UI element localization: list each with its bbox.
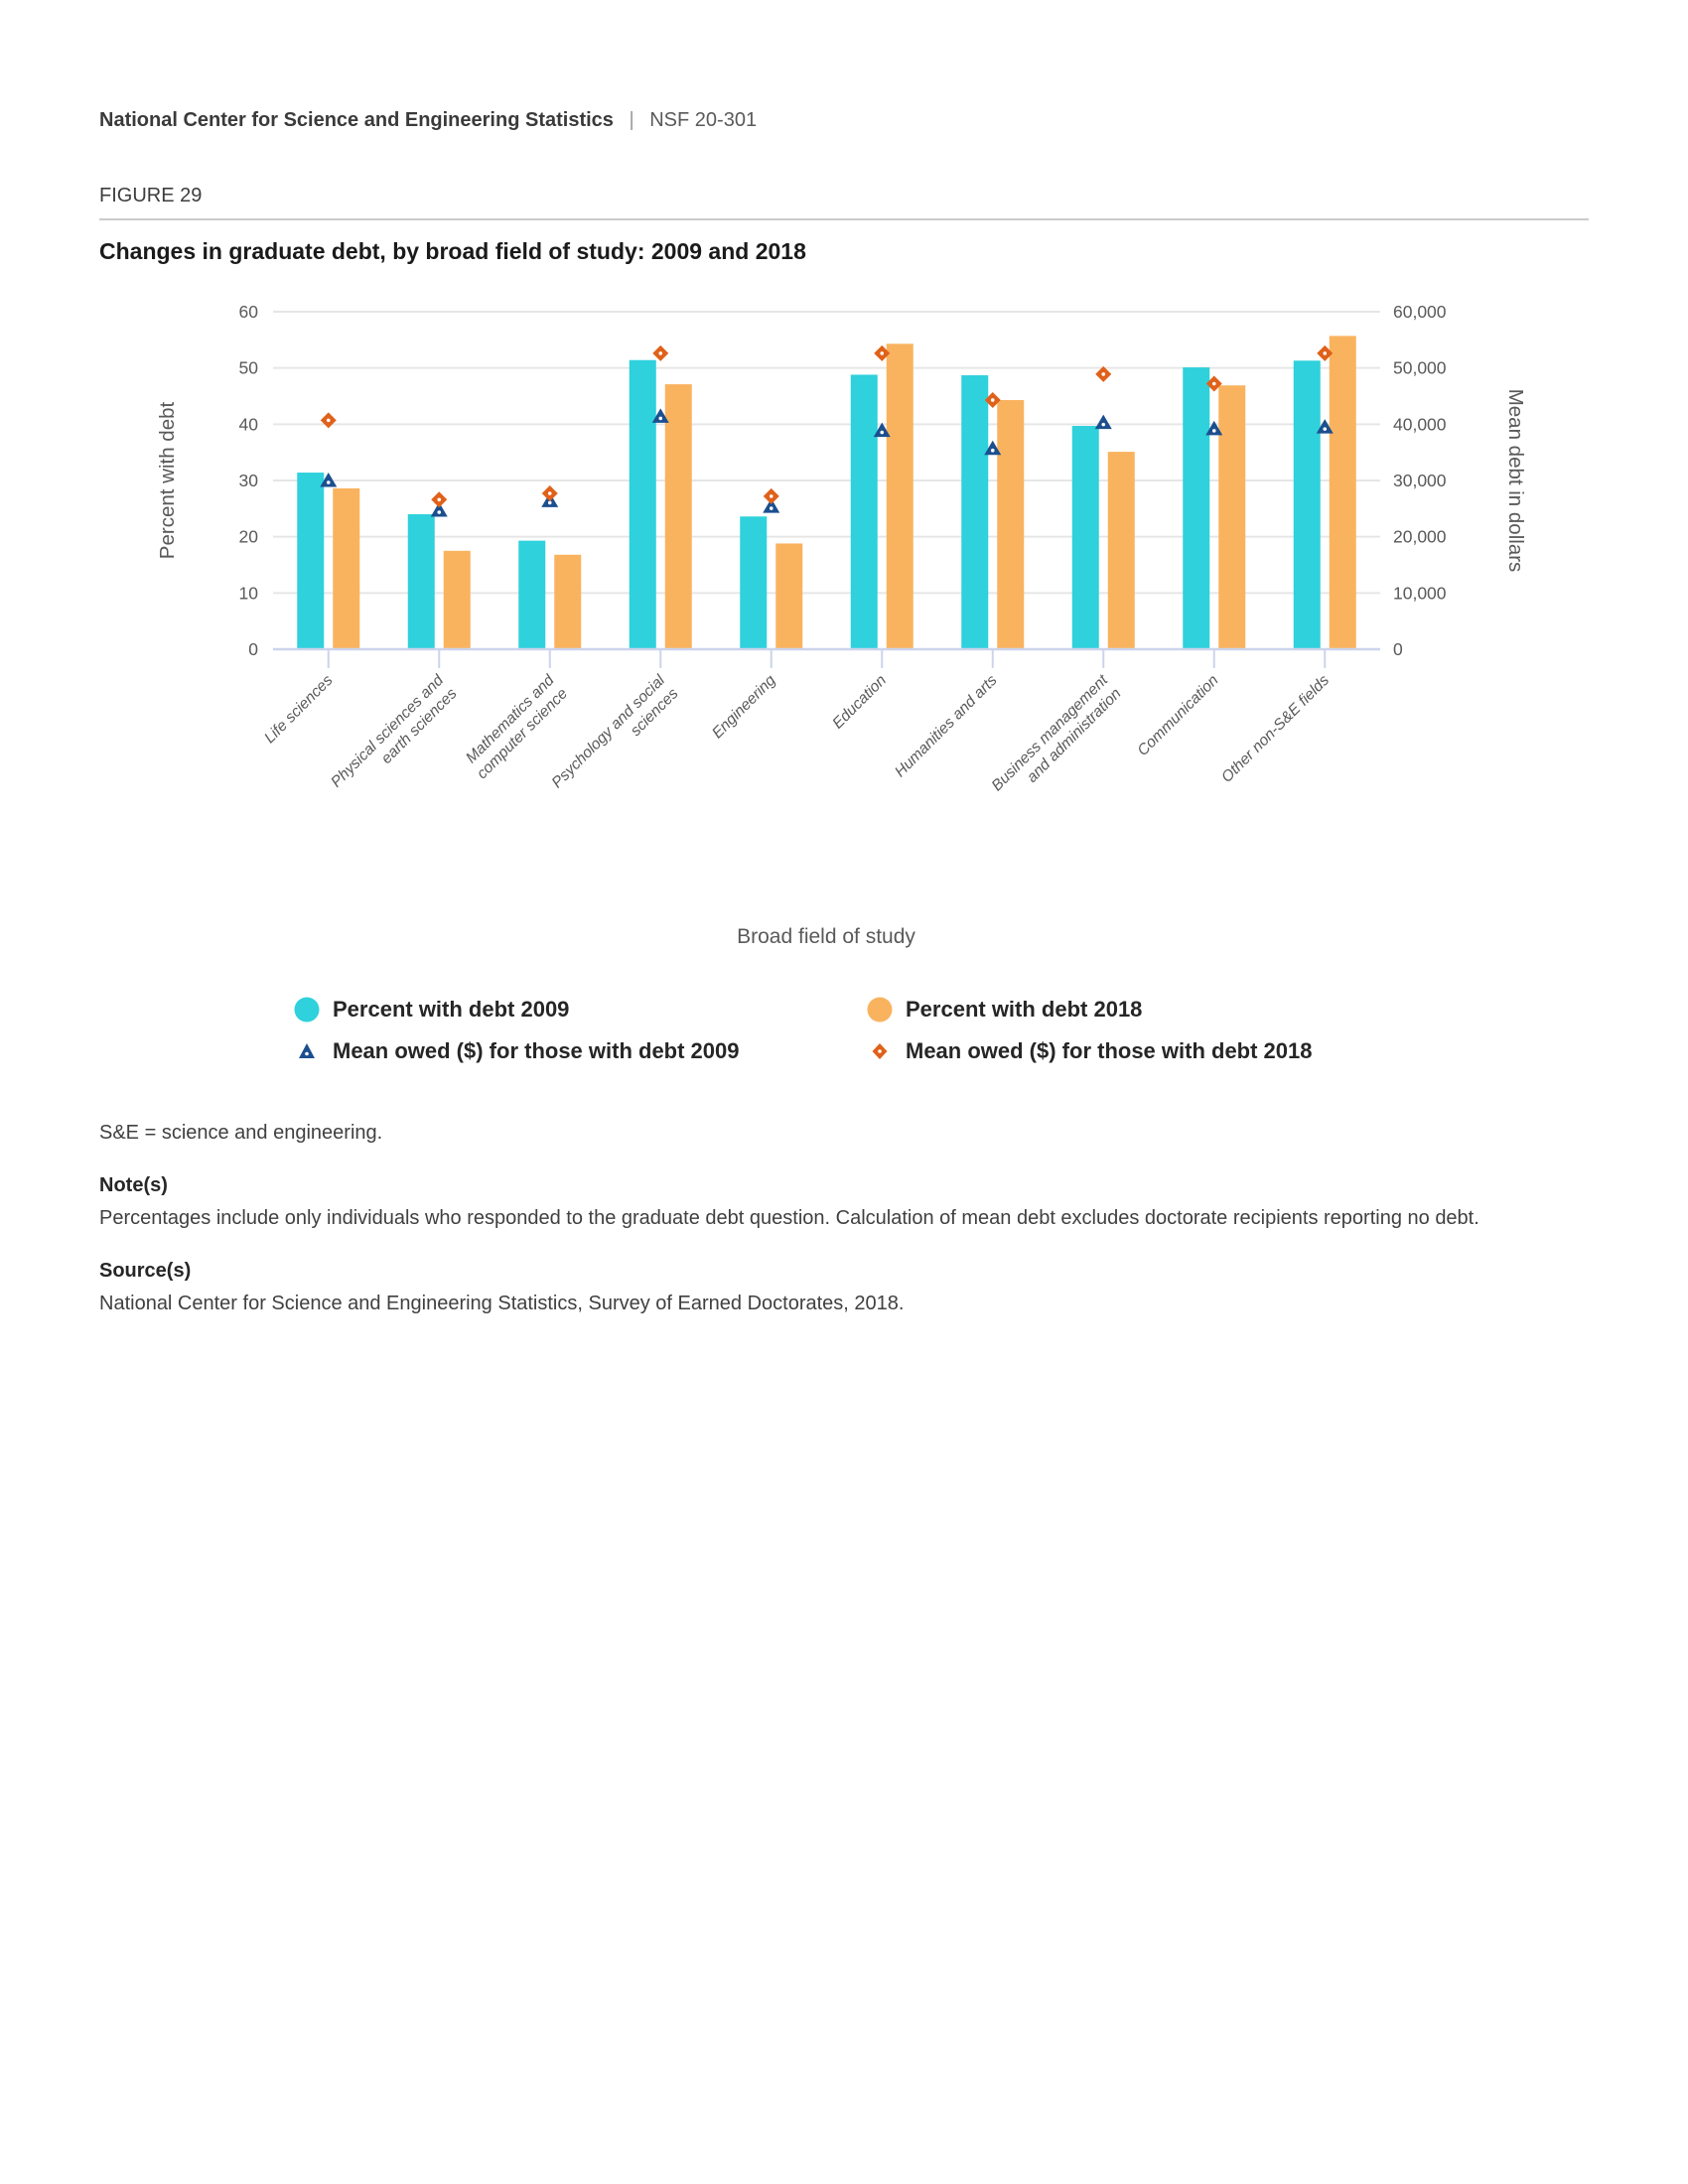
bar-2009-0 [297, 473, 325, 649]
category-label-6: Humanities and arts [892, 672, 1001, 781]
category-label-3: Psychology and socialsciences [549, 671, 682, 804]
chart-area: 0 0 10 10,000 20 20,000 30 30,000 40 40,000 50 50,0… [99, 286, 1589, 971]
bar-2018-4 [775, 543, 803, 649]
bar-2018-0 [333, 487, 360, 649]
abbreviation-note: S&E = science and engineering. [99, 1122, 383, 1144]
right-axis-tick-label: 10,000 [1393, 583, 1447, 603]
category-label-4: Engineering [709, 672, 779, 743]
horizontal-rule [99, 218, 1589, 220]
left-axis-tick-label: 30 [239, 471, 259, 490]
chart-svg: 0 0 10 10,000 20 20,000 30 30,000 40 40,000 50 50,0… [156, 302, 1527, 948]
bar-2009-5 [850, 374, 878, 649]
diamond-marker-5 [874, 344, 891, 361]
triangle-marker-3 [651, 408, 669, 423]
diamond-marker-6 [984, 391, 1001, 408]
header-divider: | [629, 109, 634, 131]
left-axis-tick-label: 10 [239, 583, 259, 603]
diamond-marker-7 [1095, 365, 1112, 382]
left-axis-tick-label: 60 [239, 302, 259, 322]
category-label-7: Business managementand administration [989, 671, 1125, 807]
category-label-9: Other non-S&E fields [1218, 672, 1333, 786]
right-axis-tick-label: 50,000 [1393, 358, 1447, 378]
diamond-marker-2 [541, 485, 558, 502]
left-axis-tick-label: 50 [239, 358, 259, 378]
right-axis-title: Mean debt in dollars [1504, 389, 1527, 573]
triangle-marker-0 [320, 473, 338, 487]
bar-2018-2 [554, 554, 582, 649]
report-header: National Center for Science and Engineer… [99, 109, 757, 132]
triangle-marker-6 [984, 440, 1002, 456]
left-axis-tick-label: 40 [239, 414, 259, 434]
orange-diamond-icon [872, 1043, 888, 1059]
bar-2009-8 [1183, 367, 1210, 649]
bar-2009-9 [1293, 360, 1321, 649]
bar-2009-2 [518, 540, 546, 649]
notes-text: Percentages include only individuals who… [99, 1207, 1479, 1229]
bar-2018-5 [886, 343, 914, 649]
bar-2018-9 [1329, 336, 1356, 649]
diamond-marker-8 [1205, 375, 1222, 392]
triangle-marker-8 [1205, 420, 1223, 436]
cyan-circle-icon [294, 997, 320, 1023]
bar-2018-6 [997, 399, 1025, 649]
sources-text: National Center for Science and Engineer… [99, 1293, 905, 1314]
diamond-marker-1 [431, 491, 448, 508]
bar-2009-6 [961, 375, 989, 649]
legend-label: Percent with debt 2018 [906, 997, 1143, 1022]
category-label-5: Education [829, 672, 890, 733]
figure-title: Changes in graduate debt, by broad field… [99, 238, 806, 264]
legend-label: Percent with debt 2009 [333, 997, 570, 1022]
triangle-marker-4 [763, 498, 780, 513]
navy-triangle-icon [299, 1043, 315, 1058]
left-axis-tick-label: 20 [239, 527, 259, 547]
bar-2009-1 [407, 514, 435, 649]
right-axis-tick-label: 20,000 [1393, 527, 1447, 547]
triangle-marker-7 [1094, 414, 1112, 430]
diamond-marker-3 [652, 344, 669, 361]
triangle-marker-1 [430, 502, 448, 517]
category-label-8: Communication [1134, 672, 1221, 759]
left-axis-tick-label: 0 [248, 639, 258, 659]
bar-2018-1 [443, 550, 471, 649]
organization-name: National Center for Science and Engineer… [99, 109, 614, 131]
legend-item-mean-2018: Mean owed ($) for those with debt 2018 [867, 1038, 1313, 1064]
diamond-marker-9 [1317, 344, 1334, 361]
diamond-marker-4 [763, 487, 779, 504]
bar-2018-7 [1107, 452, 1135, 649]
report-id: NSF 20-301 [649, 109, 758, 131]
x-axis-title: Broad field of study [737, 925, 915, 948]
bar-2009-7 [1071, 426, 1099, 649]
bar-2009-3 [629, 359, 656, 649]
left-axis-title: Percent with debt [156, 402, 179, 560]
figure-label: FIGURE 29 [99, 185, 203, 206]
category-label-2: Mathematics andcomputer science [461, 671, 572, 782]
legend-label: Mean owed ($) for those with debt 2018 [906, 1038, 1313, 1063]
triangle-marker-5 [873, 422, 891, 438]
diamond-marker-0 [320, 412, 337, 429]
right-axis-tick-label: 0 [1393, 639, 1403, 659]
right-axis-tick-label: 60,000 [1393, 302, 1447, 322]
bar-2018-8 [1218, 385, 1246, 649]
category-label-0: Life sciences [261, 672, 337, 748]
right-axis-tick-label: 30,000 [1393, 471, 1447, 490]
legend-item-percent-2018: Percent with debt 2018 [867, 997, 1142, 1023]
bar-2018-3 [664, 384, 692, 649]
legend-item-percent-2009: Percent with debt 2009 [294, 997, 569, 1023]
notes-heading: Note(s) [99, 1174, 168, 1196]
notes-section: S&E = science and engineering. Note(s) P… [99, 1120, 1499, 1317]
category-label-1: Physical sciences andearth sciences [328, 671, 461, 804]
bar-2009-4 [740, 516, 768, 649]
legend-item-mean-2009: Mean owed ($) for those with debt 2009 [294, 1038, 740, 1064]
triangle-marker-9 [1316, 419, 1334, 434]
orange-circle-icon [867, 997, 893, 1023]
sources-heading: Source(s) [99, 1260, 192, 1282]
legend-label: Mean owed ($) for those with debt 2009 [333, 1038, 740, 1063]
right-axis-tick-label: 40,000 [1393, 414, 1447, 434]
